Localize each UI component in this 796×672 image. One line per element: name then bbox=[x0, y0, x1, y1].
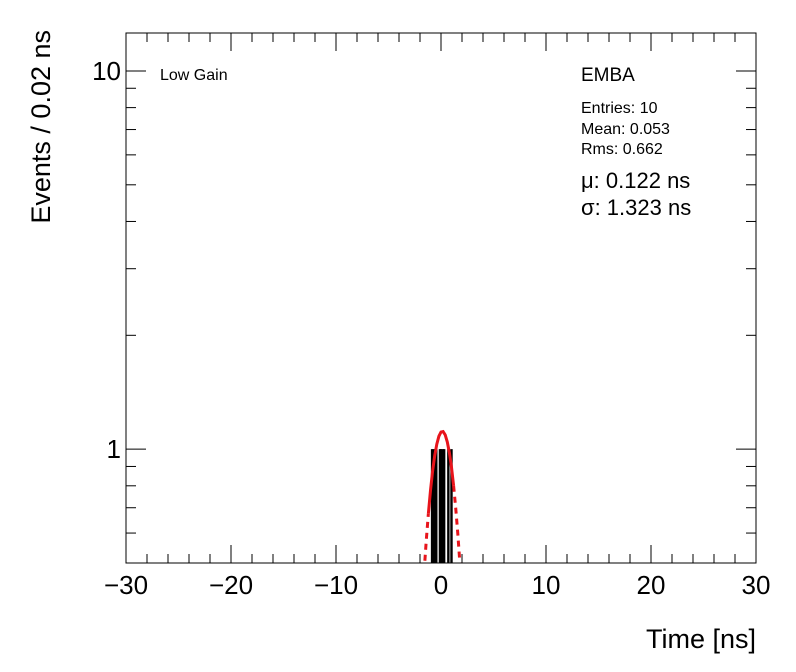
x-tick-label: −20 bbox=[209, 570, 253, 600]
x-tick-label: −30 bbox=[104, 570, 148, 600]
stat-entries: Entries: 10 bbox=[581, 100, 658, 117]
x-tick-label: 0 bbox=[434, 570, 448, 600]
stat-rms: Rms: 0.662 bbox=[581, 141, 663, 158]
y-axis-title: Events / 0.02 ns bbox=[26, 30, 56, 224]
fit-curve bbox=[426, 429, 456, 514]
y-tick-label: 1 bbox=[107, 434, 121, 464]
y-tick-label: 10 bbox=[92, 56, 121, 86]
x-tick-label: 20 bbox=[637, 570, 666, 600]
x-tick-label: 10 bbox=[532, 570, 561, 600]
gain-label: Low Gain bbox=[160, 67, 228, 84]
fit-curve bbox=[423, 485, 462, 563]
stat-mean: Mean: 0.053 bbox=[581, 121, 670, 138]
x-axis-title: Time [ns] bbox=[646, 624, 756, 654]
fit-sigma: σ: 1.323 ns bbox=[581, 195, 691, 220]
chart-title: EMBA bbox=[581, 65, 635, 86]
x-tick-label: 30 bbox=[742, 570, 771, 600]
fit-mu: μ: 0.122 ns bbox=[581, 168, 690, 193]
plot-area bbox=[423, 429, 462, 563]
x-tick-label: −10 bbox=[314, 570, 358, 600]
